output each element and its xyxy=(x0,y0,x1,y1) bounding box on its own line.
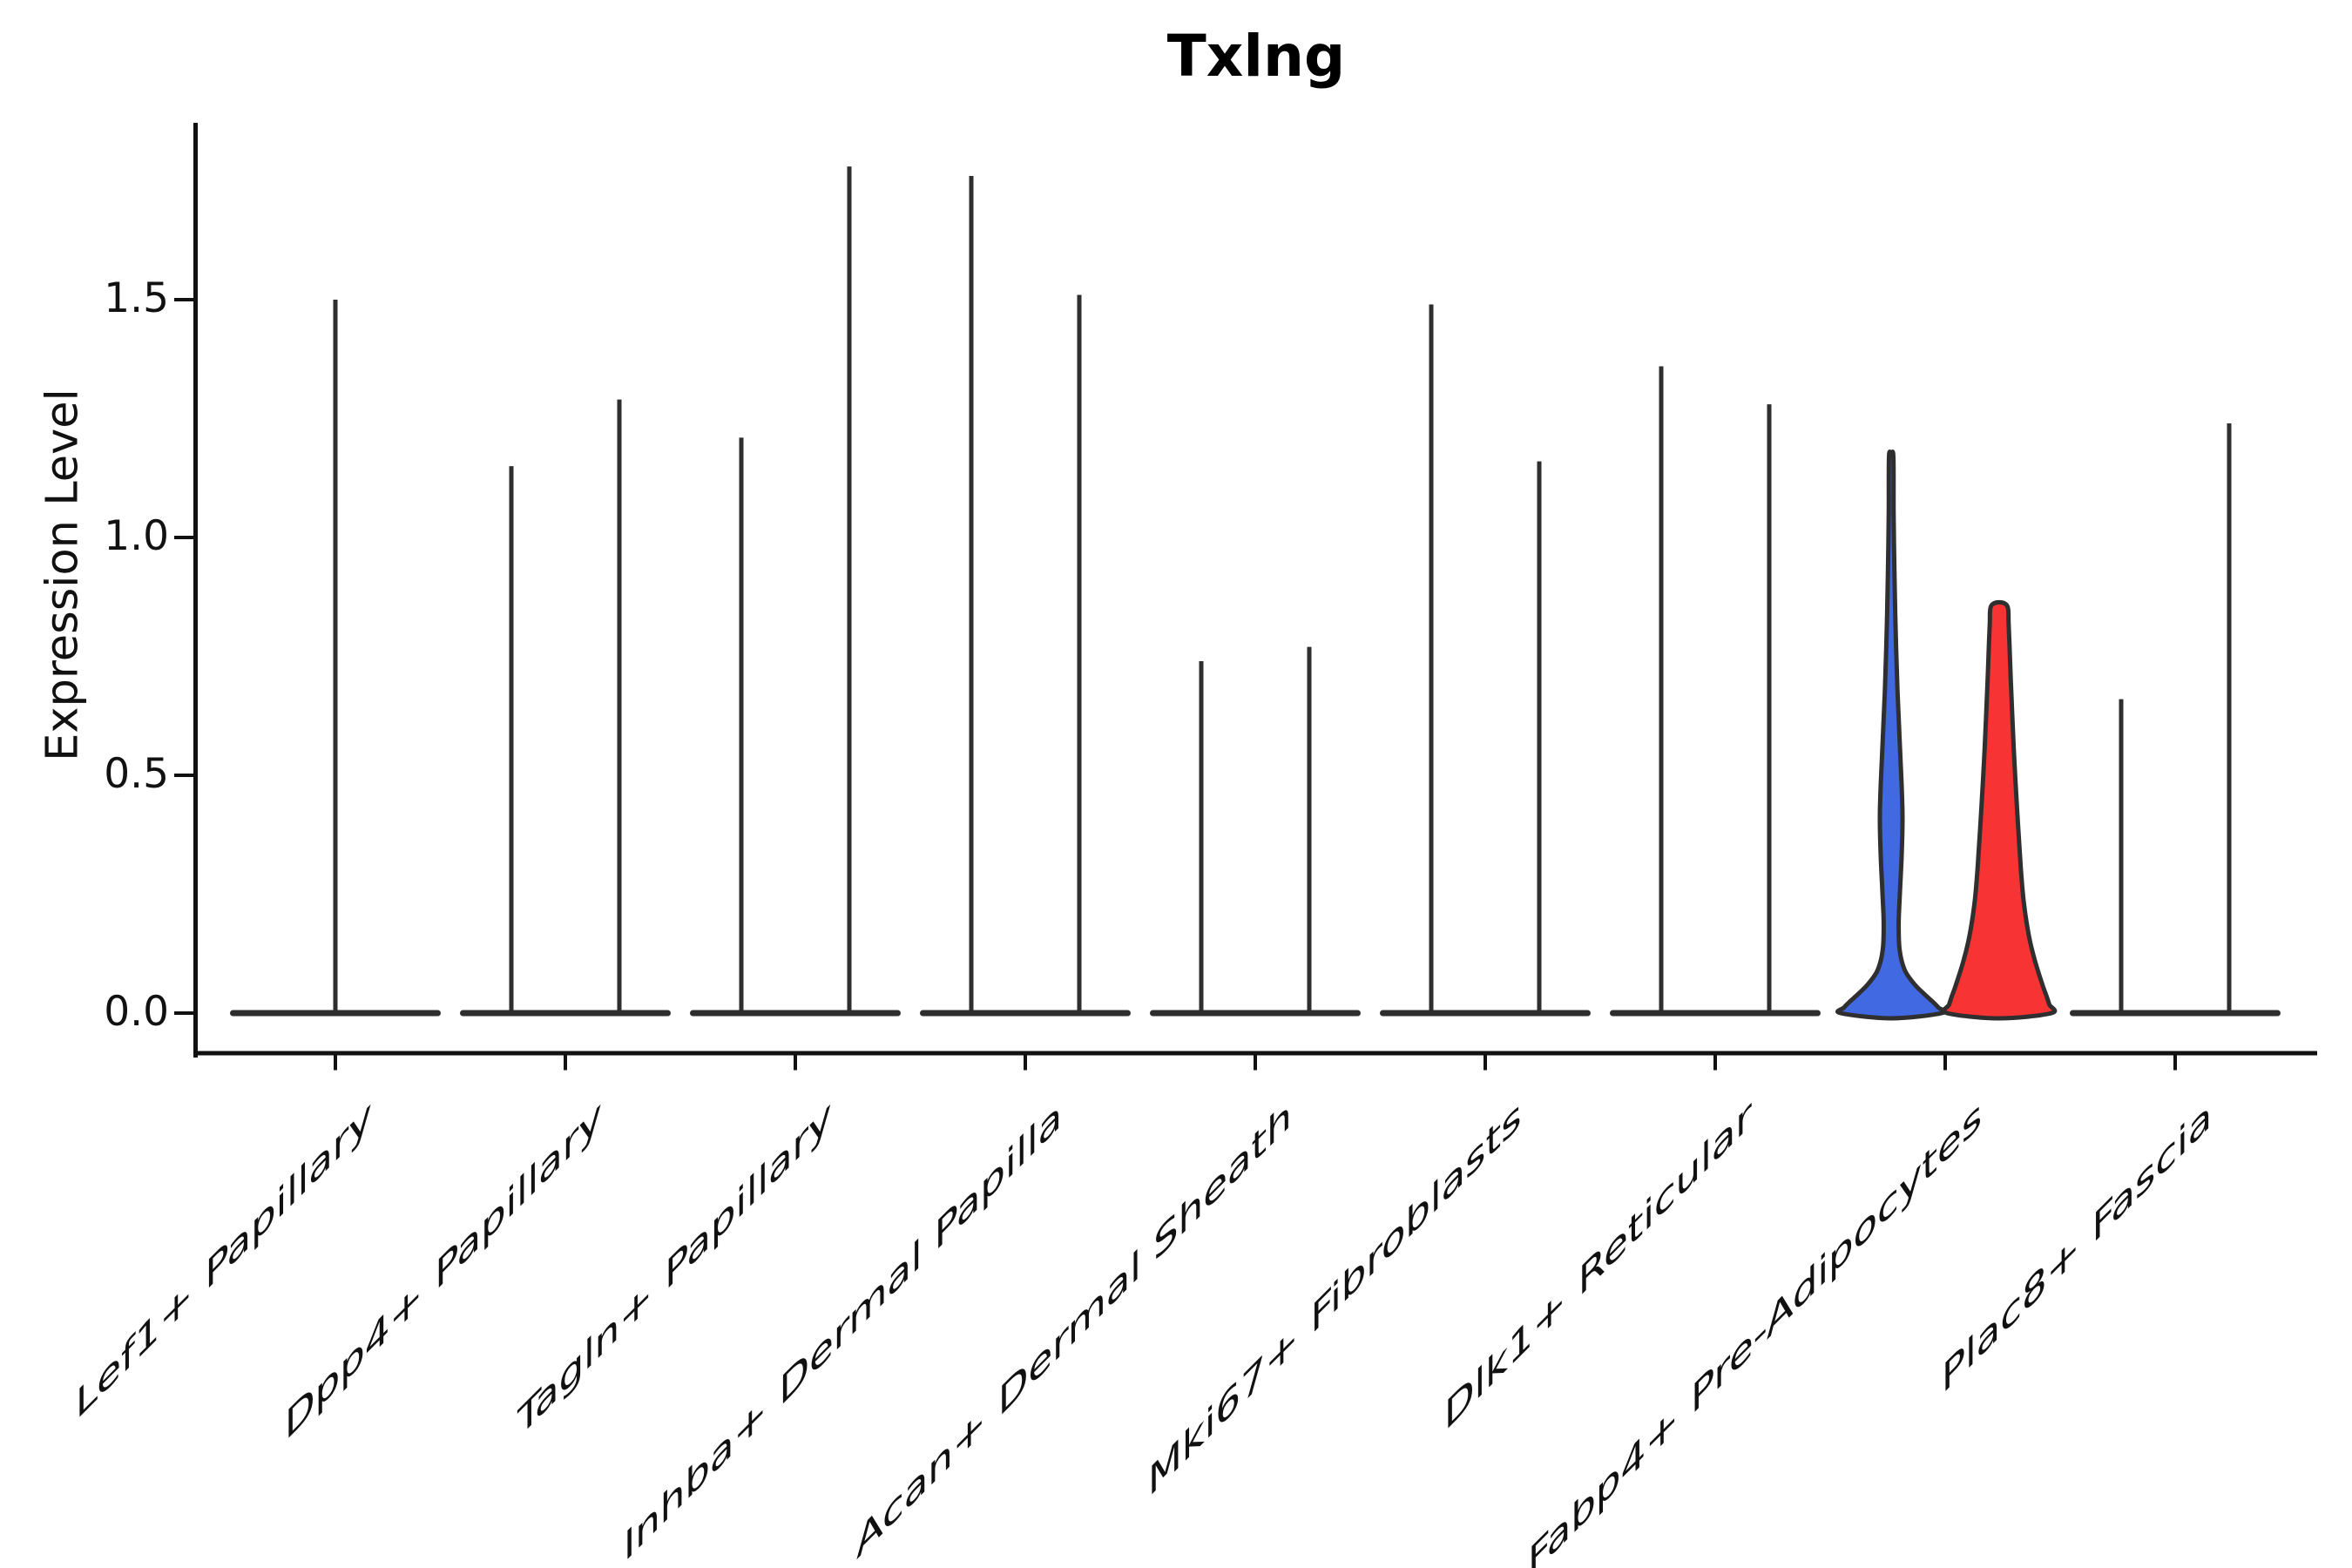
x-tick-mark xyxy=(1484,1055,1487,1071)
y-tick-mark xyxy=(174,1011,193,1015)
x-tick-mark xyxy=(794,1055,797,1071)
violin-baseline xyxy=(460,1010,671,1017)
y-tick-label: 1.5 xyxy=(104,274,169,322)
x-tick-mark xyxy=(1943,1055,1947,1071)
x-tick-mark xyxy=(1713,1055,1717,1071)
x-tick-mark xyxy=(2173,1055,2177,1071)
violin-baseline xyxy=(1150,1010,1361,1017)
x-tick-mark xyxy=(1024,1055,1027,1071)
x-tick-mark xyxy=(564,1055,567,1071)
violin-baseline xyxy=(920,1010,1131,1017)
x-tick-mark xyxy=(1254,1055,1257,1071)
y-tick-label: 0.5 xyxy=(104,750,169,798)
y-tick-mark xyxy=(174,298,193,301)
filled-violin xyxy=(1835,449,1947,1021)
y-tick-label: 0.0 xyxy=(104,988,169,1036)
y-tick-mark xyxy=(174,774,193,777)
violin-baseline xyxy=(1610,1010,1821,1017)
y-axis-spine xyxy=(193,123,198,1058)
violin-baseline xyxy=(2070,1010,2281,1017)
chart-title: Txlng xyxy=(1166,23,1346,90)
x-axis-spine xyxy=(193,1051,2317,1056)
filled-violin xyxy=(1941,599,2058,1021)
violin-baseline xyxy=(230,1010,441,1017)
violin-baseline xyxy=(690,1010,901,1017)
x-tick-mark xyxy=(334,1055,337,1071)
y-tick-mark xyxy=(174,536,193,539)
violin-baseline xyxy=(1380,1010,1591,1017)
y-tick-label: 1.0 xyxy=(104,512,169,560)
